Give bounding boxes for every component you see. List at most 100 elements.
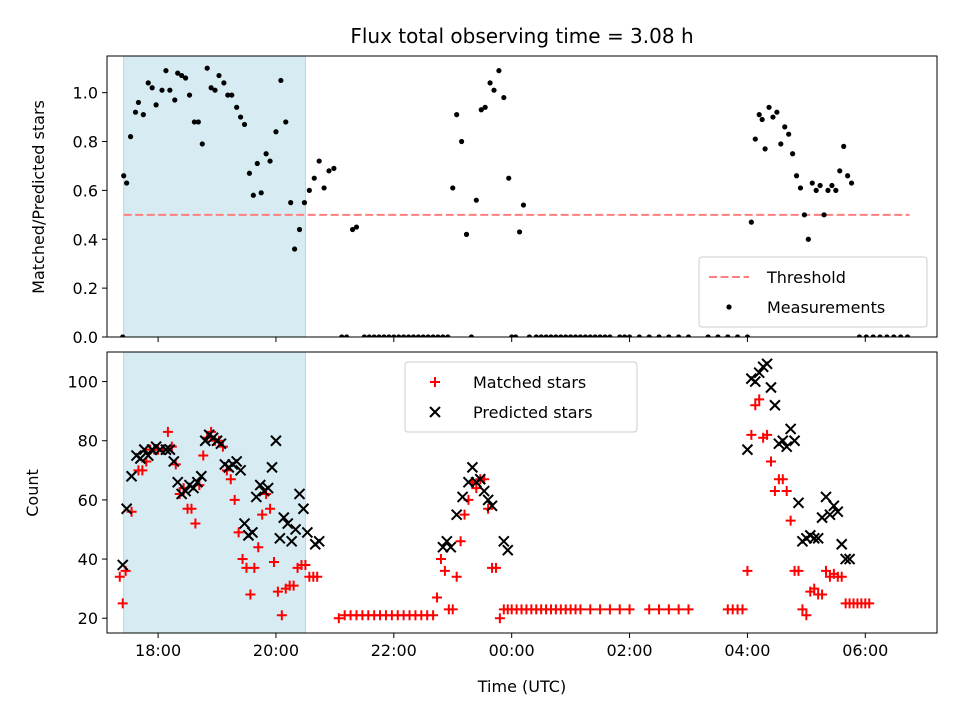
measurements-point xyxy=(793,173,800,179)
measurements-point xyxy=(405,334,412,337)
predicted-stars-point xyxy=(199,435,211,447)
predicted-stars-point xyxy=(134,452,147,465)
predicted-stars-point xyxy=(278,511,290,524)
measurements-point xyxy=(234,104,240,110)
predicted-stars-point xyxy=(274,532,286,545)
measurements-point xyxy=(396,334,402,337)
measurements-point xyxy=(316,158,322,164)
measurements-point xyxy=(425,334,431,337)
measurements-series xyxy=(120,65,911,337)
matched-stars-point xyxy=(785,515,796,526)
measurements-point xyxy=(306,187,312,193)
bottom-axes-frame xyxy=(106,351,938,634)
predicted-stars-point xyxy=(482,494,494,506)
predicted-stars-point xyxy=(191,476,204,488)
measurements-point xyxy=(216,72,222,79)
measurements-point xyxy=(167,87,173,93)
matched-stars-point xyxy=(817,589,828,600)
measurements-point xyxy=(617,334,623,337)
measurements-point xyxy=(440,334,446,337)
measurements-point xyxy=(841,143,847,150)
top-y-axis-label: Matched/Predicted stars xyxy=(29,100,48,294)
bottom-legend-box xyxy=(404,361,638,433)
measurements-point xyxy=(349,226,356,233)
measurements-point xyxy=(415,334,421,337)
predicted-stars-point xyxy=(238,517,251,530)
measurements-point xyxy=(715,334,721,337)
predicted-stars-point xyxy=(486,500,498,512)
matched-stars-point xyxy=(459,509,470,520)
measurements-point xyxy=(848,180,855,186)
measurements-point xyxy=(454,112,460,118)
measurements-point xyxy=(786,131,792,137)
measurements-point xyxy=(705,334,711,337)
measurements-point xyxy=(646,334,652,337)
matched-stars-point xyxy=(683,604,694,615)
matched-stars-point xyxy=(447,604,458,615)
measurements-point xyxy=(326,168,332,174)
matched-stars-point xyxy=(455,536,466,547)
measurements-point xyxy=(288,200,294,206)
measurements-point xyxy=(725,334,731,337)
matched-stars-point xyxy=(268,557,279,568)
top-y-tick-label: 0.0 xyxy=(73,328,98,347)
measurements-point xyxy=(587,334,593,337)
matched-stars-point xyxy=(494,613,505,624)
measurements-point xyxy=(172,97,178,103)
measurements-point xyxy=(149,85,155,91)
measurements-point xyxy=(870,334,876,337)
matched-stars-point xyxy=(198,450,209,461)
matched-stars-point xyxy=(821,565,832,576)
predicted-stars-point xyxy=(187,482,200,494)
measurements-point xyxy=(817,182,823,189)
measurements-point xyxy=(199,141,205,147)
measurements-point xyxy=(538,334,544,337)
measurements-point xyxy=(597,334,603,337)
bottom-y-tick-label: 20 xyxy=(78,609,98,628)
matched-stars-point xyxy=(769,486,780,497)
measurements-point xyxy=(344,334,350,337)
top-axes-frame xyxy=(106,55,938,338)
predicted-stars-point xyxy=(285,535,298,548)
measurements-point xyxy=(491,87,497,93)
measurements-point xyxy=(553,334,559,337)
predicted-stars-point xyxy=(172,476,184,488)
measurements-point xyxy=(458,138,465,145)
measurements-point xyxy=(496,68,502,74)
predicted-stars-point xyxy=(215,437,227,450)
predicted-stars-point xyxy=(824,508,836,521)
measurements-point xyxy=(856,334,863,337)
measurements-point xyxy=(809,180,815,186)
predicted-stars-series xyxy=(117,358,856,571)
predicted-stars-point xyxy=(313,535,325,548)
measurements-point xyxy=(482,104,488,110)
measurements-point xyxy=(366,334,372,337)
predicted-stars-point xyxy=(749,375,761,388)
measurements-point xyxy=(195,119,201,125)
matched-stars-point xyxy=(432,592,443,603)
measurements-point xyxy=(191,119,198,125)
measurements-point xyxy=(301,200,308,206)
measurements-point xyxy=(401,334,407,337)
measurements-point xyxy=(543,334,549,337)
measurements-point xyxy=(229,92,235,98)
bottom-marks xyxy=(114,358,875,624)
measurements-point xyxy=(891,334,897,337)
matched-stars-point xyxy=(746,429,757,440)
measurements-point xyxy=(904,334,911,337)
measurements-point xyxy=(124,180,130,186)
measurements-point xyxy=(801,212,807,218)
measurements-point xyxy=(577,334,584,337)
matched-stars-legend-key xyxy=(430,377,440,387)
bottom-x-tick-label: 20:00 xyxy=(253,641,299,660)
measurements-point xyxy=(186,92,193,98)
predicted-stars-point xyxy=(777,435,789,447)
predicted-stars-point xyxy=(753,366,765,379)
matched-stars-point xyxy=(801,610,812,621)
top-chart-title: Flux total observing time = 3.08 h xyxy=(350,24,693,48)
predicted-stars-point xyxy=(262,482,274,494)
measurements-point xyxy=(568,334,574,337)
measurements-point xyxy=(572,334,579,337)
measurements-point xyxy=(331,165,337,171)
matched-stars-point xyxy=(186,503,197,514)
